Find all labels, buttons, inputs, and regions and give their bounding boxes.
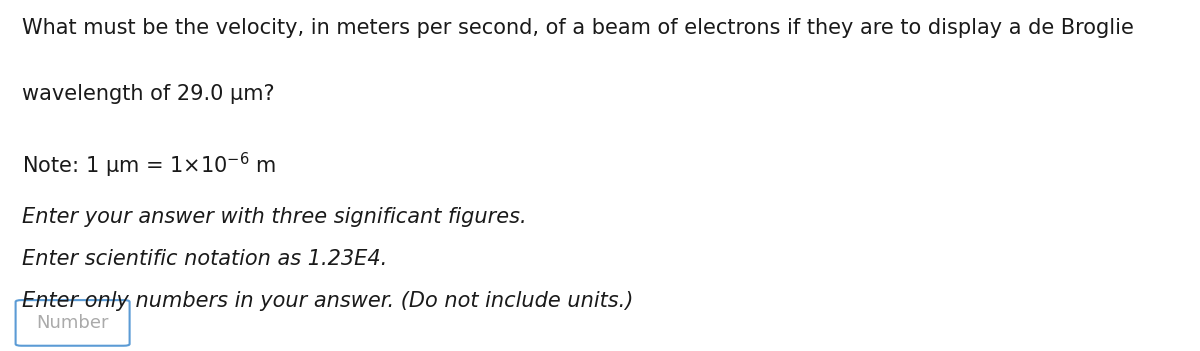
FancyBboxPatch shape: [16, 300, 130, 346]
Text: wavelength of 29.0 μm?: wavelength of 29.0 μm?: [22, 84, 275, 104]
Text: Enter scientific notation as 1.23E4.: Enter scientific notation as 1.23E4.: [22, 249, 386, 269]
Text: Enter only numbers in your answer. (Do not include units.): Enter only numbers in your answer. (Do n…: [22, 291, 632, 311]
Text: Note: 1 μm = 1×10$^{-6}$ m: Note: 1 μm = 1×10$^{-6}$ m: [22, 151, 276, 180]
Text: What must be the velocity, in meters per second, of a beam of electrons if they : What must be the velocity, in meters per…: [22, 18, 1134, 38]
Text: Enter your answer with three significant figures.: Enter your answer with three significant…: [22, 207, 527, 227]
Text: Number: Number: [36, 314, 109, 332]
